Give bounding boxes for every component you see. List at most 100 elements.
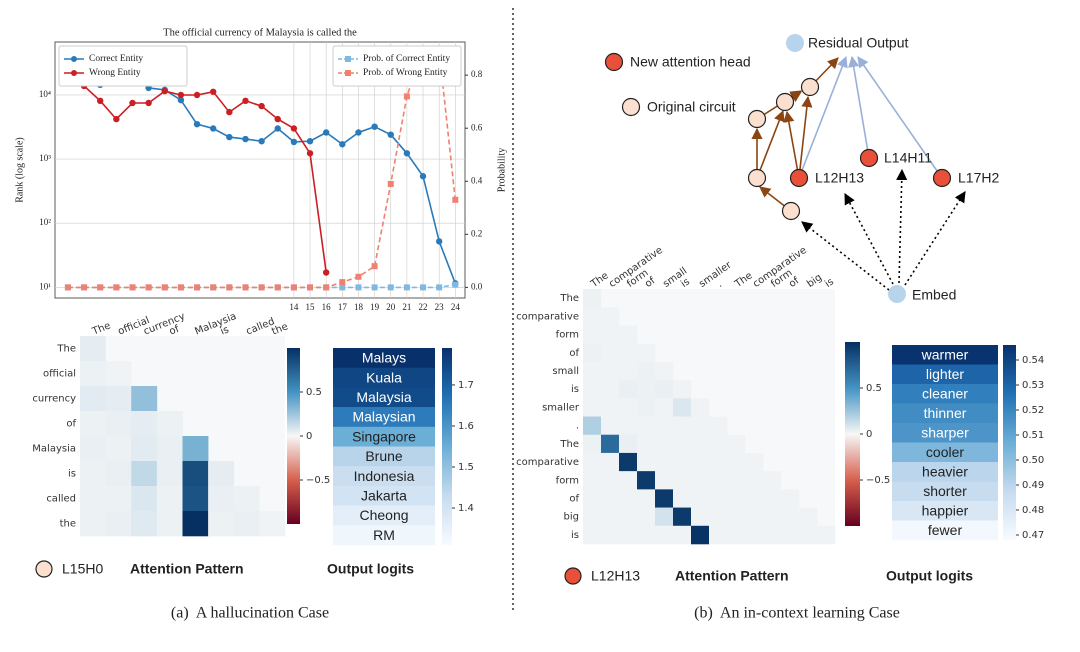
cell xyxy=(709,434,728,454)
row-label: comparative xyxy=(516,457,579,468)
legend-node xyxy=(604,52,624,72)
cell xyxy=(601,525,620,545)
point xyxy=(355,129,362,136)
cell xyxy=(781,507,800,527)
logit-cell xyxy=(333,466,435,487)
edge xyxy=(798,55,848,179)
point xyxy=(323,284,330,291)
point xyxy=(161,284,168,291)
cell xyxy=(691,416,710,436)
point xyxy=(322,129,330,136)
cell xyxy=(619,325,638,344)
point xyxy=(403,150,411,157)
point xyxy=(306,137,314,145)
cell xyxy=(673,434,692,454)
x-tick-label: 17 xyxy=(338,302,348,312)
logit-cell xyxy=(892,501,998,521)
cell xyxy=(673,416,692,436)
cell xyxy=(601,398,620,417)
point xyxy=(81,284,88,291)
cell xyxy=(619,398,638,417)
colorbar-tick-label: 0.5 xyxy=(306,387,322,398)
cell xyxy=(781,525,800,545)
cell xyxy=(745,525,764,545)
logit-cell xyxy=(892,462,998,482)
cell xyxy=(637,434,656,454)
logit-cell xyxy=(892,442,998,463)
cell xyxy=(655,361,674,381)
point xyxy=(355,284,362,291)
circuit-node xyxy=(859,148,879,168)
logit-label: heavier xyxy=(922,463,968,479)
x-tick-label: 24 xyxy=(451,302,461,312)
column-label: Malaysia xyxy=(193,311,238,338)
point xyxy=(306,150,314,157)
row-label: smaller xyxy=(542,402,580,413)
edge xyxy=(798,95,813,179)
cell xyxy=(745,471,764,490)
y-axis-label: Rank (log scale) xyxy=(14,137,25,203)
cell xyxy=(745,489,764,508)
cell xyxy=(80,361,106,387)
cell xyxy=(156,511,183,537)
cell xyxy=(763,489,782,508)
cell xyxy=(709,525,728,545)
edge xyxy=(756,109,785,179)
logit-label: Kuala xyxy=(366,369,402,385)
cell xyxy=(673,398,692,417)
cell xyxy=(80,436,106,462)
cell xyxy=(619,525,638,545)
cell xyxy=(637,507,656,527)
cell xyxy=(745,507,764,527)
logit-label: Malays xyxy=(362,350,406,366)
colorbar-tick-label: 0.5 xyxy=(866,383,882,394)
cell xyxy=(655,416,674,436)
point xyxy=(274,284,281,291)
point xyxy=(403,93,410,100)
cell xyxy=(583,380,602,399)
cell xyxy=(673,380,692,399)
logit-label: shorter xyxy=(923,483,967,499)
cell xyxy=(673,471,692,490)
logit-label: Malaysia xyxy=(356,389,411,405)
cell xyxy=(583,525,602,545)
cell xyxy=(655,398,674,417)
row-label: of xyxy=(66,419,76,430)
circuit-node xyxy=(789,168,809,188)
point xyxy=(96,97,104,105)
cell xyxy=(655,434,674,454)
logit-label: lighter xyxy=(926,366,964,382)
logit-label: Brune xyxy=(365,448,403,464)
point xyxy=(387,131,394,138)
legend-label: New attention head xyxy=(630,54,751,70)
cell xyxy=(619,343,638,363)
colorbar-tick-label: 0.50 xyxy=(1022,455,1044,466)
point xyxy=(290,138,298,146)
logit-label: Singapore xyxy=(352,428,416,444)
cell xyxy=(637,398,656,417)
cell xyxy=(80,461,106,487)
point xyxy=(113,115,120,123)
logit-label: Malaysian xyxy=(352,409,415,425)
cell xyxy=(763,507,782,527)
colorbar-tick-label: 1.4 xyxy=(458,503,474,514)
logit-label: happier xyxy=(922,502,969,518)
row-label: is xyxy=(68,469,76,480)
cell xyxy=(709,507,728,527)
column-label: . xyxy=(715,279,724,290)
caption: (b) An in-context learning Case xyxy=(694,605,900,622)
output-node xyxy=(786,34,804,52)
node-label: Embed xyxy=(912,287,956,303)
point xyxy=(371,263,378,270)
cell xyxy=(637,452,656,472)
node-label: L17H2 xyxy=(958,170,999,186)
cell xyxy=(583,361,602,381)
legend-box xyxy=(58,45,188,87)
edge xyxy=(783,110,800,179)
logit-cell xyxy=(892,345,998,365)
circuit-node xyxy=(932,168,952,188)
cell xyxy=(619,434,638,454)
cell xyxy=(619,471,638,490)
cell xyxy=(727,434,746,454)
edge xyxy=(848,55,870,159)
